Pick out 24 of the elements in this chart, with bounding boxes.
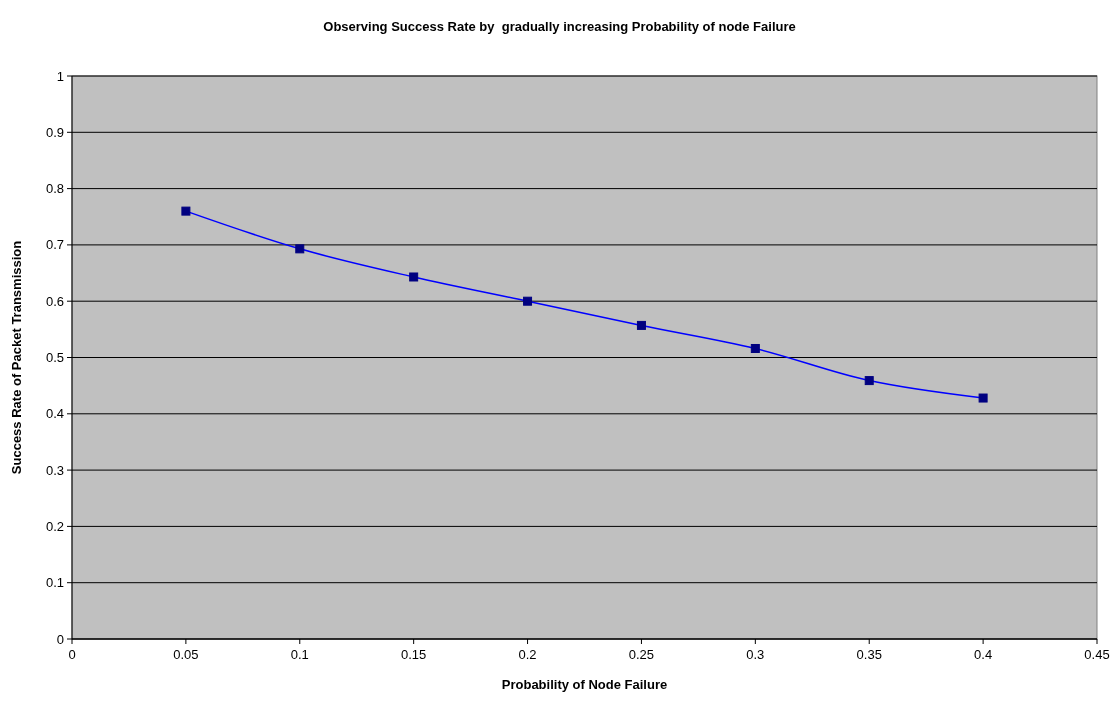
x-tick-label: 0.25 (628, 647, 655, 662)
x-tick-label: 0.45 (1084, 647, 1110, 662)
y-tick-label: 0.8 (45, 181, 64, 197)
x-tick-label: 0.3 (746, 647, 765, 662)
y-tick-label: 0.2 (45, 518, 64, 534)
y-tick-label: 0.7 (45, 237, 64, 253)
x-tick-label: 0.1 (290, 647, 309, 662)
y-tick-label: 0.4 (45, 406, 64, 422)
x-tick-label: 0.4 (974, 647, 993, 662)
y-tick-label: 0.6 (45, 293, 64, 309)
y-tick-label: 0 (56, 631, 64, 647)
y-tick-label: 1 (56, 68, 64, 84)
y-tick-label: 0.9 (45, 124, 64, 140)
x-tick-label: 0.2 (518, 647, 537, 662)
y-tick-label: 0.5 (45, 350, 64, 366)
y-axis-title: Success Rate of Packet Transmission (9, 240, 24, 475)
x-axis-title: Probability of Node Failure (501, 677, 668, 692)
x-tick-label: 0.35 (856, 647, 882, 662)
chart-title: Observing Success Rate by gradually increasing Probability of node Failure (323, 19, 796, 34)
x-tick-label: 0.05 (173, 647, 199, 662)
x-tick-label: 0.15 (401, 647, 427, 662)
y-tick-label: 0.3 (45, 462, 64, 478)
x-tick-label: 0 (68, 647, 76, 662)
y-tick-label: 0.1 (45, 575, 64, 591)
